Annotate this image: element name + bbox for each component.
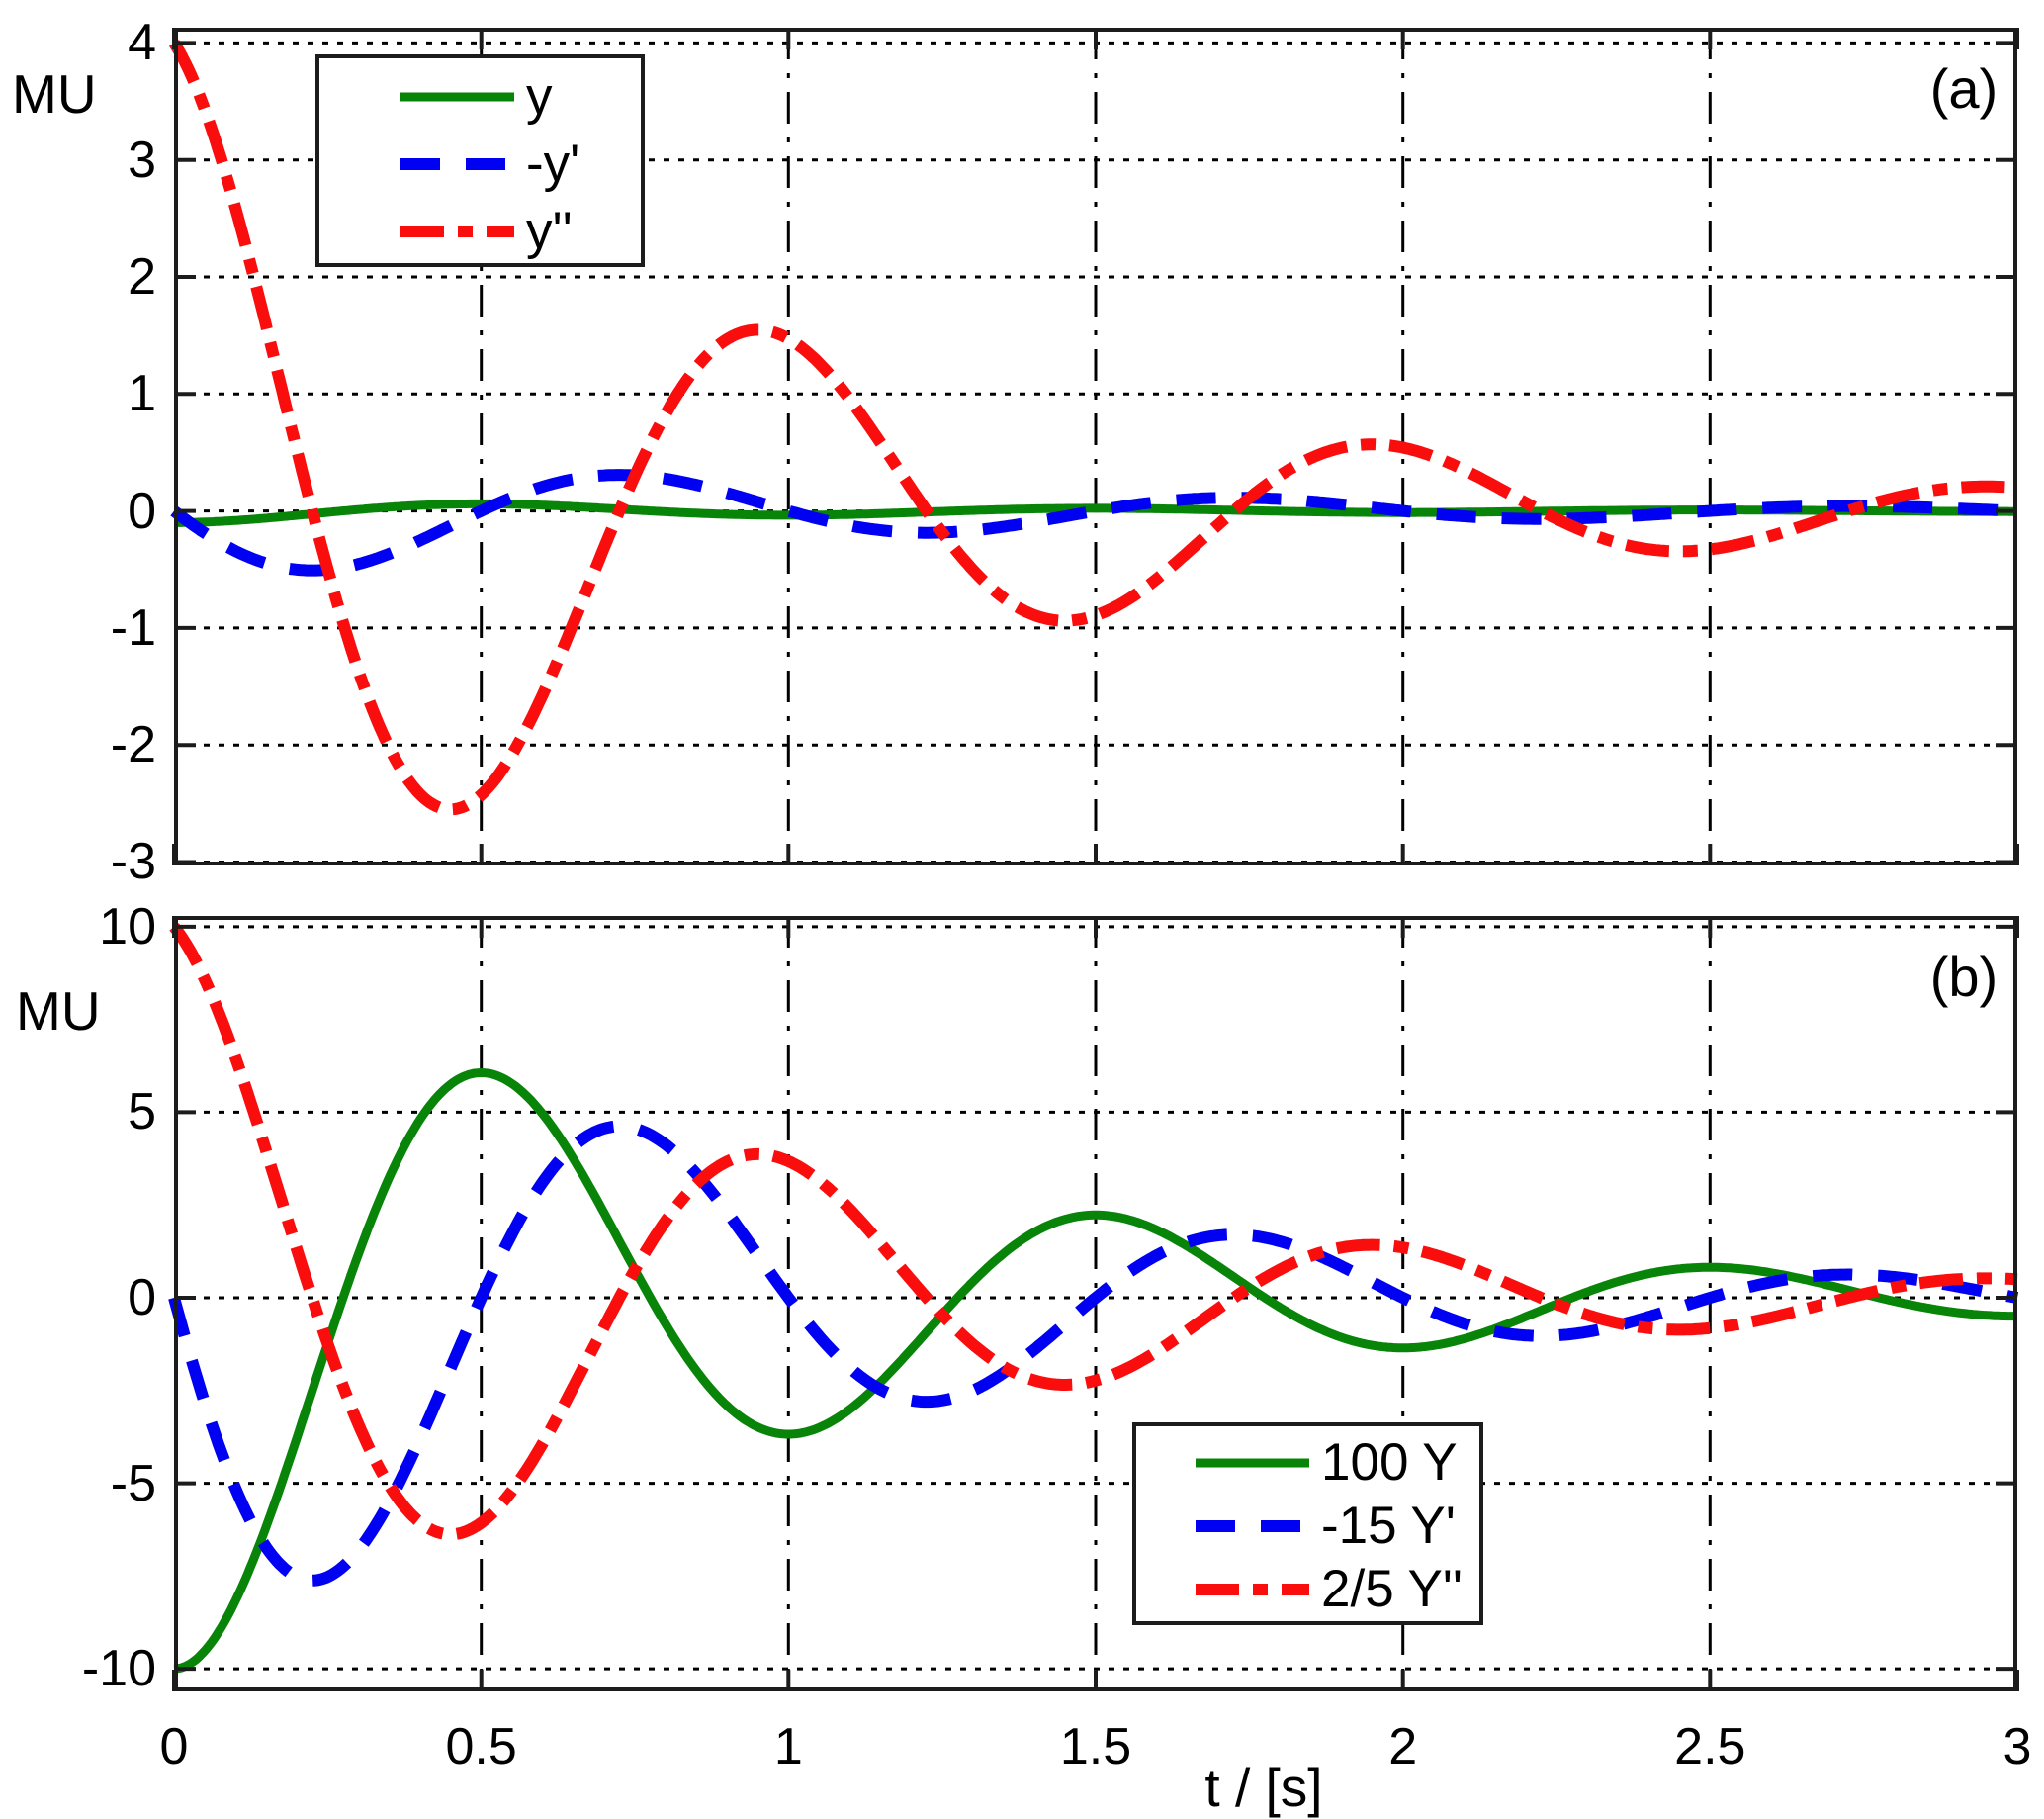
legend-line-sample-dashed xyxy=(1196,1520,1309,1532)
ylabel-plot-a: MU xyxy=(12,63,97,125)
y-tick-label: 10 xyxy=(99,897,156,955)
legend-item-y'': y'' xyxy=(400,198,641,265)
x-tick-label: 0 xyxy=(159,1718,189,1775)
curve-2/5 Y'' xyxy=(169,923,2018,1541)
curve-y'' xyxy=(168,40,2018,816)
legend-item-2/5 Y'': 2/5 Y'' xyxy=(1196,1558,1479,1621)
plot-a-canvas xyxy=(168,28,2019,865)
legend-label: y'' xyxy=(526,202,573,260)
legend-line-sample-dashdot xyxy=(400,226,514,237)
legend-line-sample-dashdot xyxy=(1196,1584,1309,1595)
legend-item-y: y xyxy=(400,63,641,131)
legend-plot-a: y -y' y'' xyxy=(315,54,645,267)
y-tick-label: 3 xyxy=(128,131,156,189)
legend-label: 2/5 Y'' xyxy=(1321,1560,1464,1618)
curve-y xyxy=(174,499,2017,527)
y-tick-label: -10 xyxy=(81,1640,156,1698)
legend-item--15 Y': -15 Y' xyxy=(1196,1495,1479,1558)
legend-label: 100 Y xyxy=(1321,1433,1458,1492)
xaxis-title: t / [s] xyxy=(1204,1757,1323,1818)
panel-label-b: (b) xyxy=(1929,946,1999,1008)
y-tick-label: -2 xyxy=(110,716,156,774)
legend-line-sample-dashed xyxy=(400,158,514,170)
legend-line-sample-solid xyxy=(400,92,514,102)
y-tick-label: -1 xyxy=(110,598,156,657)
curve-100 Y xyxy=(173,1067,2017,1674)
legend-label: -y' xyxy=(526,135,580,193)
legend-label: y xyxy=(526,67,553,126)
panel-label-a: (a) xyxy=(1929,57,1999,120)
x-tick-label: 1.5 xyxy=(1059,1718,1132,1775)
ylabel-plot-b: MU xyxy=(16,980,101,1042)
plot-border xyxy=(174,916,2017,1691)
curve--y' xyxy=(170,469,2018,577)
plot-b-canvas xyxy=(168,916,2019,1691)
y-tick-label: -3 xyxy=(110,833,156,891)
y-tick-label: -5 xyxy=(110,1454,156,1512)
x-tick-label: 2.5 xyxy=(1674,1718,1746,1775)
y-tick-label: 0 xyxy=(128,1268,156,1326)
legend-item--y': -y' xyxy=(400,131,641,198)
y-tick-label: 5 xyxy=(128,1083,156,1141)
y-tick-label: 0 xyxy=(128,482,156,540)
x-tick-label: 2 xyxy=(1388,1718,1418,1775)
y-tick-label: 4 xyxy=(128,14,156,72)
x-tick-label: 0.5 xyxy=(445,1718,517,1775)
legend-item-100 Y: 100 Y xyxy=(1196,1431,1479,1495)
x-tick-label: 1 xyxy=(773,1718,803,1775)
legend-line-sample-solid xyxy=(1196,1458,1309,1468)
legend-label: -15 Y' xyxy=(1321,1497,1456,1555)
y-tick-label: 2 xyxy=(128,247,156,306)
curve--15 Y' xyxy=(168,1120,2019,1587)
plot-border xyxy=(174,28,2017,865)
legend-plot-b: 100 Y -15 Y' 2/5 Y'' xyxy=(1132,1422,1483,1625)
x-tick-label: 3 xyxy=(2002,1718,2032,1775)
y-tick-label: 1 xyxy=(128,365,156,423)
